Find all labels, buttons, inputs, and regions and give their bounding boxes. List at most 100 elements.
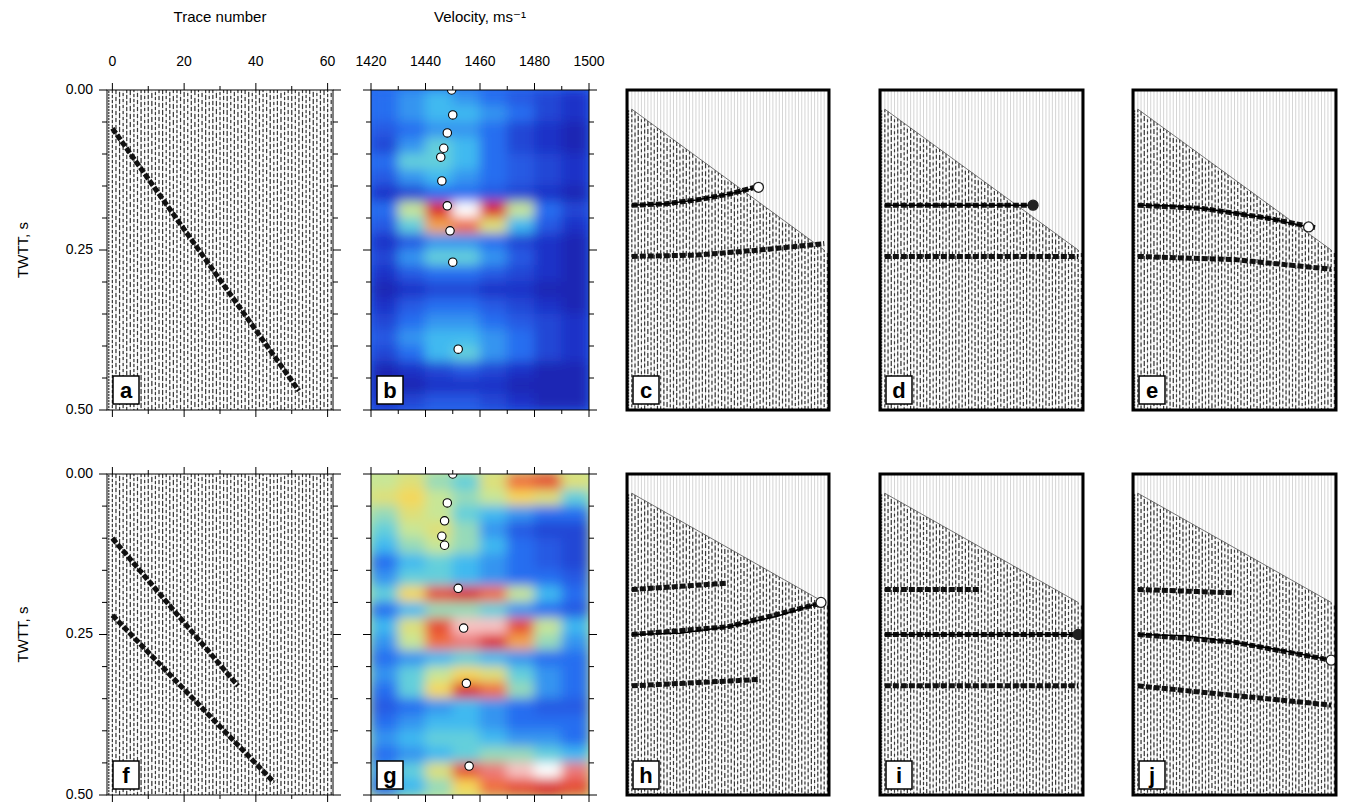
trace <box>1327 601 1328 795</box>
trace <box>737 187 738 410</box>
x-minor-tick <box>452 795 453 799</box>
y-tick <box>99 250 107 251</box>
heatmap-cell <box>480 570 508 587</box>
heatmap-cell <box>371 170 399 187</box>
y-tick <box>363 250 371 251</box>
x-minor-tick <box>507 470 508 474</box>
trace <box>952 531 953 795</box>
trace <box>1260 562 1261 795</box>
trace-baseline <box>151 474 152 795</box>
trace-baseline <box>785 474 786 795</box>
trace <box>907 126 908 410</box>
trace <box>1189 522 1190 795</box>
trace <box>1169 133 1170 410</box>
x-tick <box>184 795 185 802</box>
panel-letter-box <box>1139 761 1165 789</box>
trace-baseline <box>1237 90 1238 410</box>
trace <box>316 474 317 795</box>
plot-area <box>629 90 828 410</box>
trace-baseline <box>1182 474 1183 795</box>
trace <box>949 156 950 410</box>
x-tick-label: 1440 <box>410 53 441 69</box>
trace-baseline <box>1211 474 1212 795</box>
y-tick <box>99 90 107 91</box>
x-tick <box>184 83 185 90</box>
x-tick-label: 60 <box>320 53 336 69</box>
trace-baseline <box>1247 90 1248 410</box>
y-minor-tick <box>333 538 338 539</box>
trace <box>320 474 321 795</box>
x-tick <box>112 83 113 90</box>
trace <box>795 586 796 795</box>
trace <box>997 191 998 410</box>
trace <box>176 474 177 795</box>
trace <box>673 517 674 795</box>
x-tick <box>327 467 328 474</box>
trace-baseline <box>763 474 764 795</box>
trace <box>291 90 292 410</box>
heatmap-cell <box>425 266 453 283</box>
y-minor-tick <box>366 762 371 763</box>
x-tick <box>589 467 590 474</box>
trace <box>984 182 985 410</box>
trace <box>209 90 210 410</box>
trace <box>191 90 192 410</box>
trace-baseline <box>657 90 658 410</box>
trace-baseline <box>1286 90 1287 410</box>
heatmap-cell <box>452 730 480 747</box>
trace <box>978 177 979 410</box>
trace-baseline <box>900 90 901 410</box>
trace-baseline <box>1269 474 1270 795</box>
trace-baseline <box>814 474 815 795</box>
heatmap-cell <box>507 138 535 155</box>
trace-baseline <box>795 90 796 410</box>
heatmap-cell <box>480 346 508 363</box>
trace-baseline <box>245 474 246 795</box>
x-tick <box>184 410 185 417</box>
trace-baseline <box>230 474 231 795</box>
trace-baseline <box>187 90 188 410</box>
trace <box>788 224 789 410</box>
trace <box>173 474 174 795</box>
trace <box>1186 144 1187 410</box>
trace-baseline <box>946 90 947 410</box>
panel-letter-box <box>113 376 139 404</box>
trace <box>801 234 802 410</box>
heatmap-cell <box>480 394 508 411</box>
heatmap-cell <box>534 186 562 203</box>
heatmap-cell <box>507 746 535 763</box>
heatmap-cell <box>561 346 589 363</box>
trace <box>1026 212 1027 410</box>
y-minor-tick <box>366 570 371 571</box>
heatmap-cell <box>534 90 562 107</box>
trace-baseline <box>309 474 310 795</box>
trace <box>887 112 888 410</box>
nmo-curve <box>1138 635 1331 661</box>
trace-baseline <box>1279 90 1280 410</box>
trace-baseline <box>654 90 655 410</box>
x-tick <box>371 795 372 802</box>
trace-baseline <box>112 474 113 795</box>
trace-baseline <box>1308 474 1309 795</box>
heatmap-cell <box>507 122 535 139</box>
trace-baseline <box>683 90 684 410</box>
trace-baseline <box>731 474 732 795</box>
trace <box>1058 591 1059 795</box>
mute-line <box>885 493 1078 602</box>
heatmap-cell <box>534 506 562 523</box>
heatmap-cell <box>534 282 562 299</box>
trace <box>1273 570 1274 795</box>
trace-baseline <box>1295 90 1296 410</box>
panel-background <box>880 474 1083 795</box>
heatmap-cell <box>480 202 508 219</box>
trace <box>1211 163 1212 410</box>
velocity-pick <box>454 584 462 592</box>
trace <box>1049 586 1050 795</box>
heatmap-cell <box>561 586 589 603</box>
trace-baseline <box>306 474 307 795</box>
y-minor-tick <box>589 602 594 603</box>
x-tick <box>534 795 535 802</box>
trace-baseline <box>814 90 815 410</box>
heatmap-cell <box>480 730 508 747</box>
velocity-pick <box>454 345 462 353</box>
